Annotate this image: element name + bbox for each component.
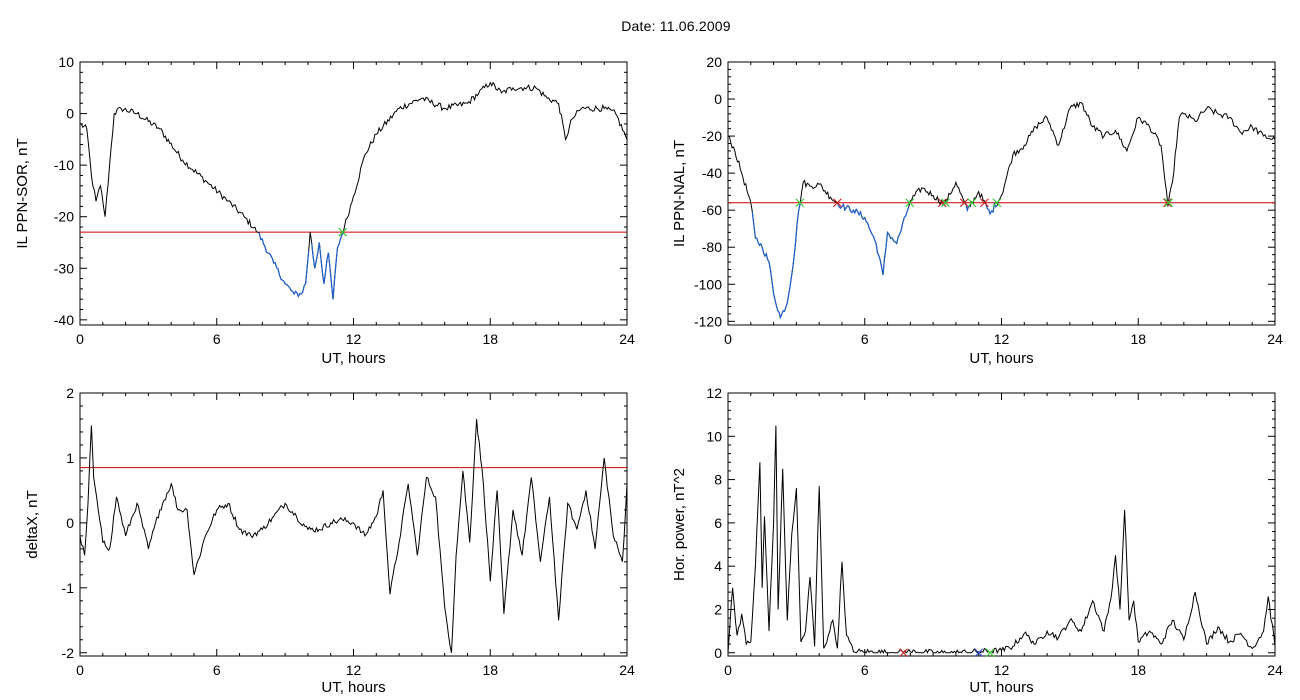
y-tick-label: -80 <box>702 239 722 255</box>
event-marker <box>985 648 995 658</box>
event-marker <box>974 648 984 658</box>
x-axis-title: UT, hours <box>969 350 1033 367</box>
x-tick-label: 6 <box>861 331 869 347</box>
y-axis-title: IL PPN-SOR, nT <box>14 138 31 248</box>
x-tick-label: 12 <box>346 662 362 678</box>
below-threshold-segment <box>751 203 801 320</box>
y-tick-label: 12 <box>706 385 722 401</box>
y-tick-label: -120 <box>694 313 722 329</box>
below-threshold-segment <box>837 202 910 276</box>
x-tick-label: 18 <box>1130 662 1146 678</box>
x-tick-label: 18 <box>1130 331 1146 347</box>
y-tick-label: -1 <box>62 580 75 596</box>
crossing-down-marker <box>959 198 969 208</box>
x-tick-label: 18 <box>482 331 498 347</box>
y-tick-label: 10 <box>58 54 74 70</box>
y-tick-label: 2 <box>66 385 74 401</box>
x-tick-label: 24 <box>619 331 635 347</box>
y-tick-label: 10 <box>706 428 722 444</box>
x-axis-title: UT, hours <box>969 679 1033 696</box>
x-tick-label: 24 <box>1267 662 1283 678</box>
axis-ticks <box>79 61 628 325</box>
axis-ticks <box>727 392 1276 656</box>
y-tick-label: -40 <box>702 165 722 181</box>
panel-deltax: 0 6 12 18 24 2 1 0 -1 -2 UT, hours deltaX, nT <box>24 385 635 696</box>
y-tick-label: 1 <box>66 450 74 466</box>
crossing-up-marker <box>992 198 1002 208</box>
below-threshold-segment <box>965 203 971 213</box>
x-tick-label: 0 <box>724 331 732 347</box>
y-tick-label: -40 <box>54 312 74 328</box>
x-tick-label: 6 <box>861 662 869 678</box>
x-tick-label: 12 <box>346 331 362 347</box>
y-tick-label: -20 <box>702 128 722 144</box>
y-tick-label: -10 <box>54 157 74 173</box>
y-tick-label: 6 <box>714 515 722 531</box>
below-threshold-segment <box>985 202 998 216</box>
x-tick-label: 12 <box>994 662 1010 678</box>
series-line <box>79 418 628 653</box>
x-tick-label: 24 <box>1267 331 1283 347</box>
tick-labels: 0 6 12 18 24 12 10 8 6 4 2 0 <box>706 385 1283 678</box>
tick-labels: 0 6 12 18 24 10 0 -10 -20 -30 -40 <box>54 54 635 347</box>
series-line <box>727 425 1276 655</box>
x-tick-label: 0 <box>724 662 732 678</box>
crossing-down-marker <box>979 198 989 208</box>
x-tick-label: 18 <box>482 662 498 678</box>
y-axis-title: IL PPN-NAL, nT <box>671 140 688 247</box>
y-tick-label: -30 <box>54 260 74 276</box>
y-tick-label: 0 <box>66 515 74 531</box>
plot-frame <box>79 61 628 326</box>
y-tick-label: 0 <box>714 91 722 107</box>
tick-labels: 0 6 12 18 24 2 1 0 -1 -2 <box>62 385 635 678</box>
y-tick-label: 8 <box>714 472 722 488</box>
x-tick-label: 0 <box>76 662 84 678</box>
below-threshold-segment <box>311 233 344 300</box>
x-tick-label: 12 <box>994 331 1010 347</box>
plot-frame <box>727 61 1276 326</box>
crossing-up-marker <box>795 198 805 208</box>
plot-frame <box>727 392 1276 657</box>
crossing-up-marker <box>338 227 348 237</box>
y-tick-label: -20 <box>54 209 74 225</box>
crossing-up-marker <box>905 198 915 208</box>
x-tick-label: 6 <box>213 331 221 347</box>
x-axis-title: UT, hours <box>321 350 385 367</box>
y-tick-label: -100 <box>694 276 722 292</box>
crossing-up-marker <box>941 198 950 208</box>
y-axis-title: Hor. power, nT^2 <box>671 468 688 581</box>
y-axis-title: deltaX, nT <box>24 490 41 558</box>
tick-labels: 0 6 12 18 24 20 0 -20 -40 -60 -80 -100 -120 <box>694 54 1283 347</box>
series-line <box>727 101 1276 320</box>
y-tick-label: 0 <box>714 645 722 661</box>
y-tick-label: 0 <box>66 106 74 122</box>
panel-nal: 0 6 12 18 24 20 0 -20 -40 -60 -80 -100 -120 UT, hour… <box>671 54 1283 367</box>
crossing-up-marker <box>967 198 977 208</box>
y-tick-label: -2 <box>62 645 75 661</box>
y-tick-label: 20 <box>706 54 722 70</box>
below-threshold-segment <box>258 232 310 298</box>
panel-hpower: 0 6 12 18 24 12 10 8 6 4 2 0 UT, hours Hor. power, … <box>671 385 1283 696</box>
crossing-down-marker <box>937 198 947 208</box>
event-marker <box>899 648 908 658</box>
x-tick-label: 24 <box>619 662 635 678</box>
x-tick-label: 0 <box>76 331 84 347</box>
crossing-up-marker <box>1164 198 1174 208</box>
page-title: Date: 11.06.2009 <box>621 18 731 34</box>
panel-sor: 0 6 12 18 24 10 0 -10 -20 -30 -40 UT, hours IL PPN… <box>14 54 635 367</box>
y-tick-label: 4 <box>714 558 722 574</box>
axis-ticks <box>727 61 1276 325</box>
series-line <box>80 81 628 300</box>
x-tick-label: 6 <box>213 662 221 678</box>
x-axis-title: UT, hours <box>321 679 385 696</box>
crossing-down-marker <box>1163 198 1172 208</box>
y-tick-label: -60 <box>702 202 722 218</box>
crossing-down-marker <box>832 198 842 208</box>
y-tick-label: 2 <box>714 601 722 617</box>
